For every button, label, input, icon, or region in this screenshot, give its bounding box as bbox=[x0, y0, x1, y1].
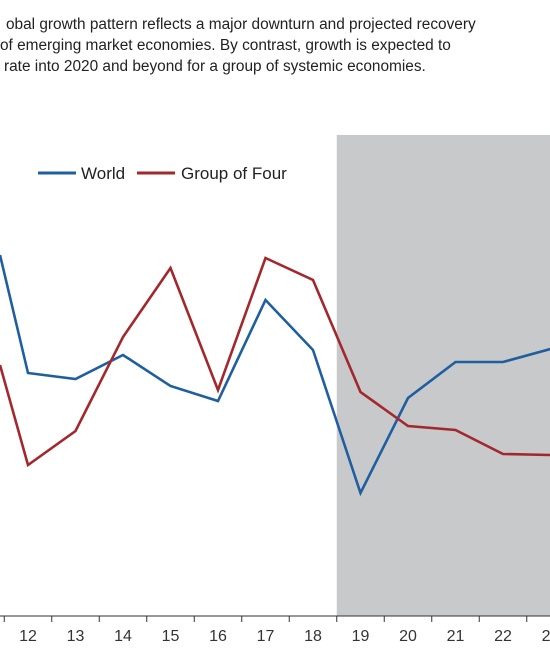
x-tick-label: 22 bbox=[494, 628, 512, 645]
caption-line-3: rate into 2020 and beyond for a group of… bbox=[4, 58, 426, 75]
x-tick-label: 20 bbox=[399, 628, 417, 645]
series-line-group-of-four bbox=[0, 256, 550, 468]
x-tick-label: 18 bbox=[304, 628, 322, 645]
series-line-world bbox=[0, 254, 550, 497]
x-ticks bbox=[3, 616, 528, 622]
caption-line-2: of emerging market economies. By contras… bbox=[0, 37, 451, 54]
series-lines bbox=[0, 254, 550, 497]
x-tick-label: 19 bbox=[352, 628, 370, 645]
x-tick-label: 12 bbox=[19, 628, 37, 645]
x-tick-labels: 12 13 14 15 16 17 18 19 20 21 22 23 bbox=[19, 628, 550, 645]
x-tick-label: 16 bbox=[209, 628, 227, 645]
legend-label-world: World bbox=[81, 164, 125, 183]
x-tick-label: 13 bbox=[67, 628, 85, 645]
figure-caption: obal growth pattern reflects a major dow… bbox=[0, 14, 550, 77]
x-tick-label: 23 bbox=[542, 628, 550, 645]
x-tick-label: 17 bbox=[257, 628, 275, 645]
chart-legend: World Group of Four bbox=[38, 164, 287, 183]
legend-label-group-of-four: Group of Four bbox=[181, 164, 287, 183]
x-tick-label: 15 bbox=[162, 628, 180, 645]
caption-line-1: obal growth pattern reflects a major dow… bbox=[6, 16, 476, 33]
x-tick-label: 21 bbox=[447, 628, 465, 645]
x-tick-label: 14 bbox=[114, 628, 132, 645]
projection-shading bbox=[336, 135, 550, 616]
